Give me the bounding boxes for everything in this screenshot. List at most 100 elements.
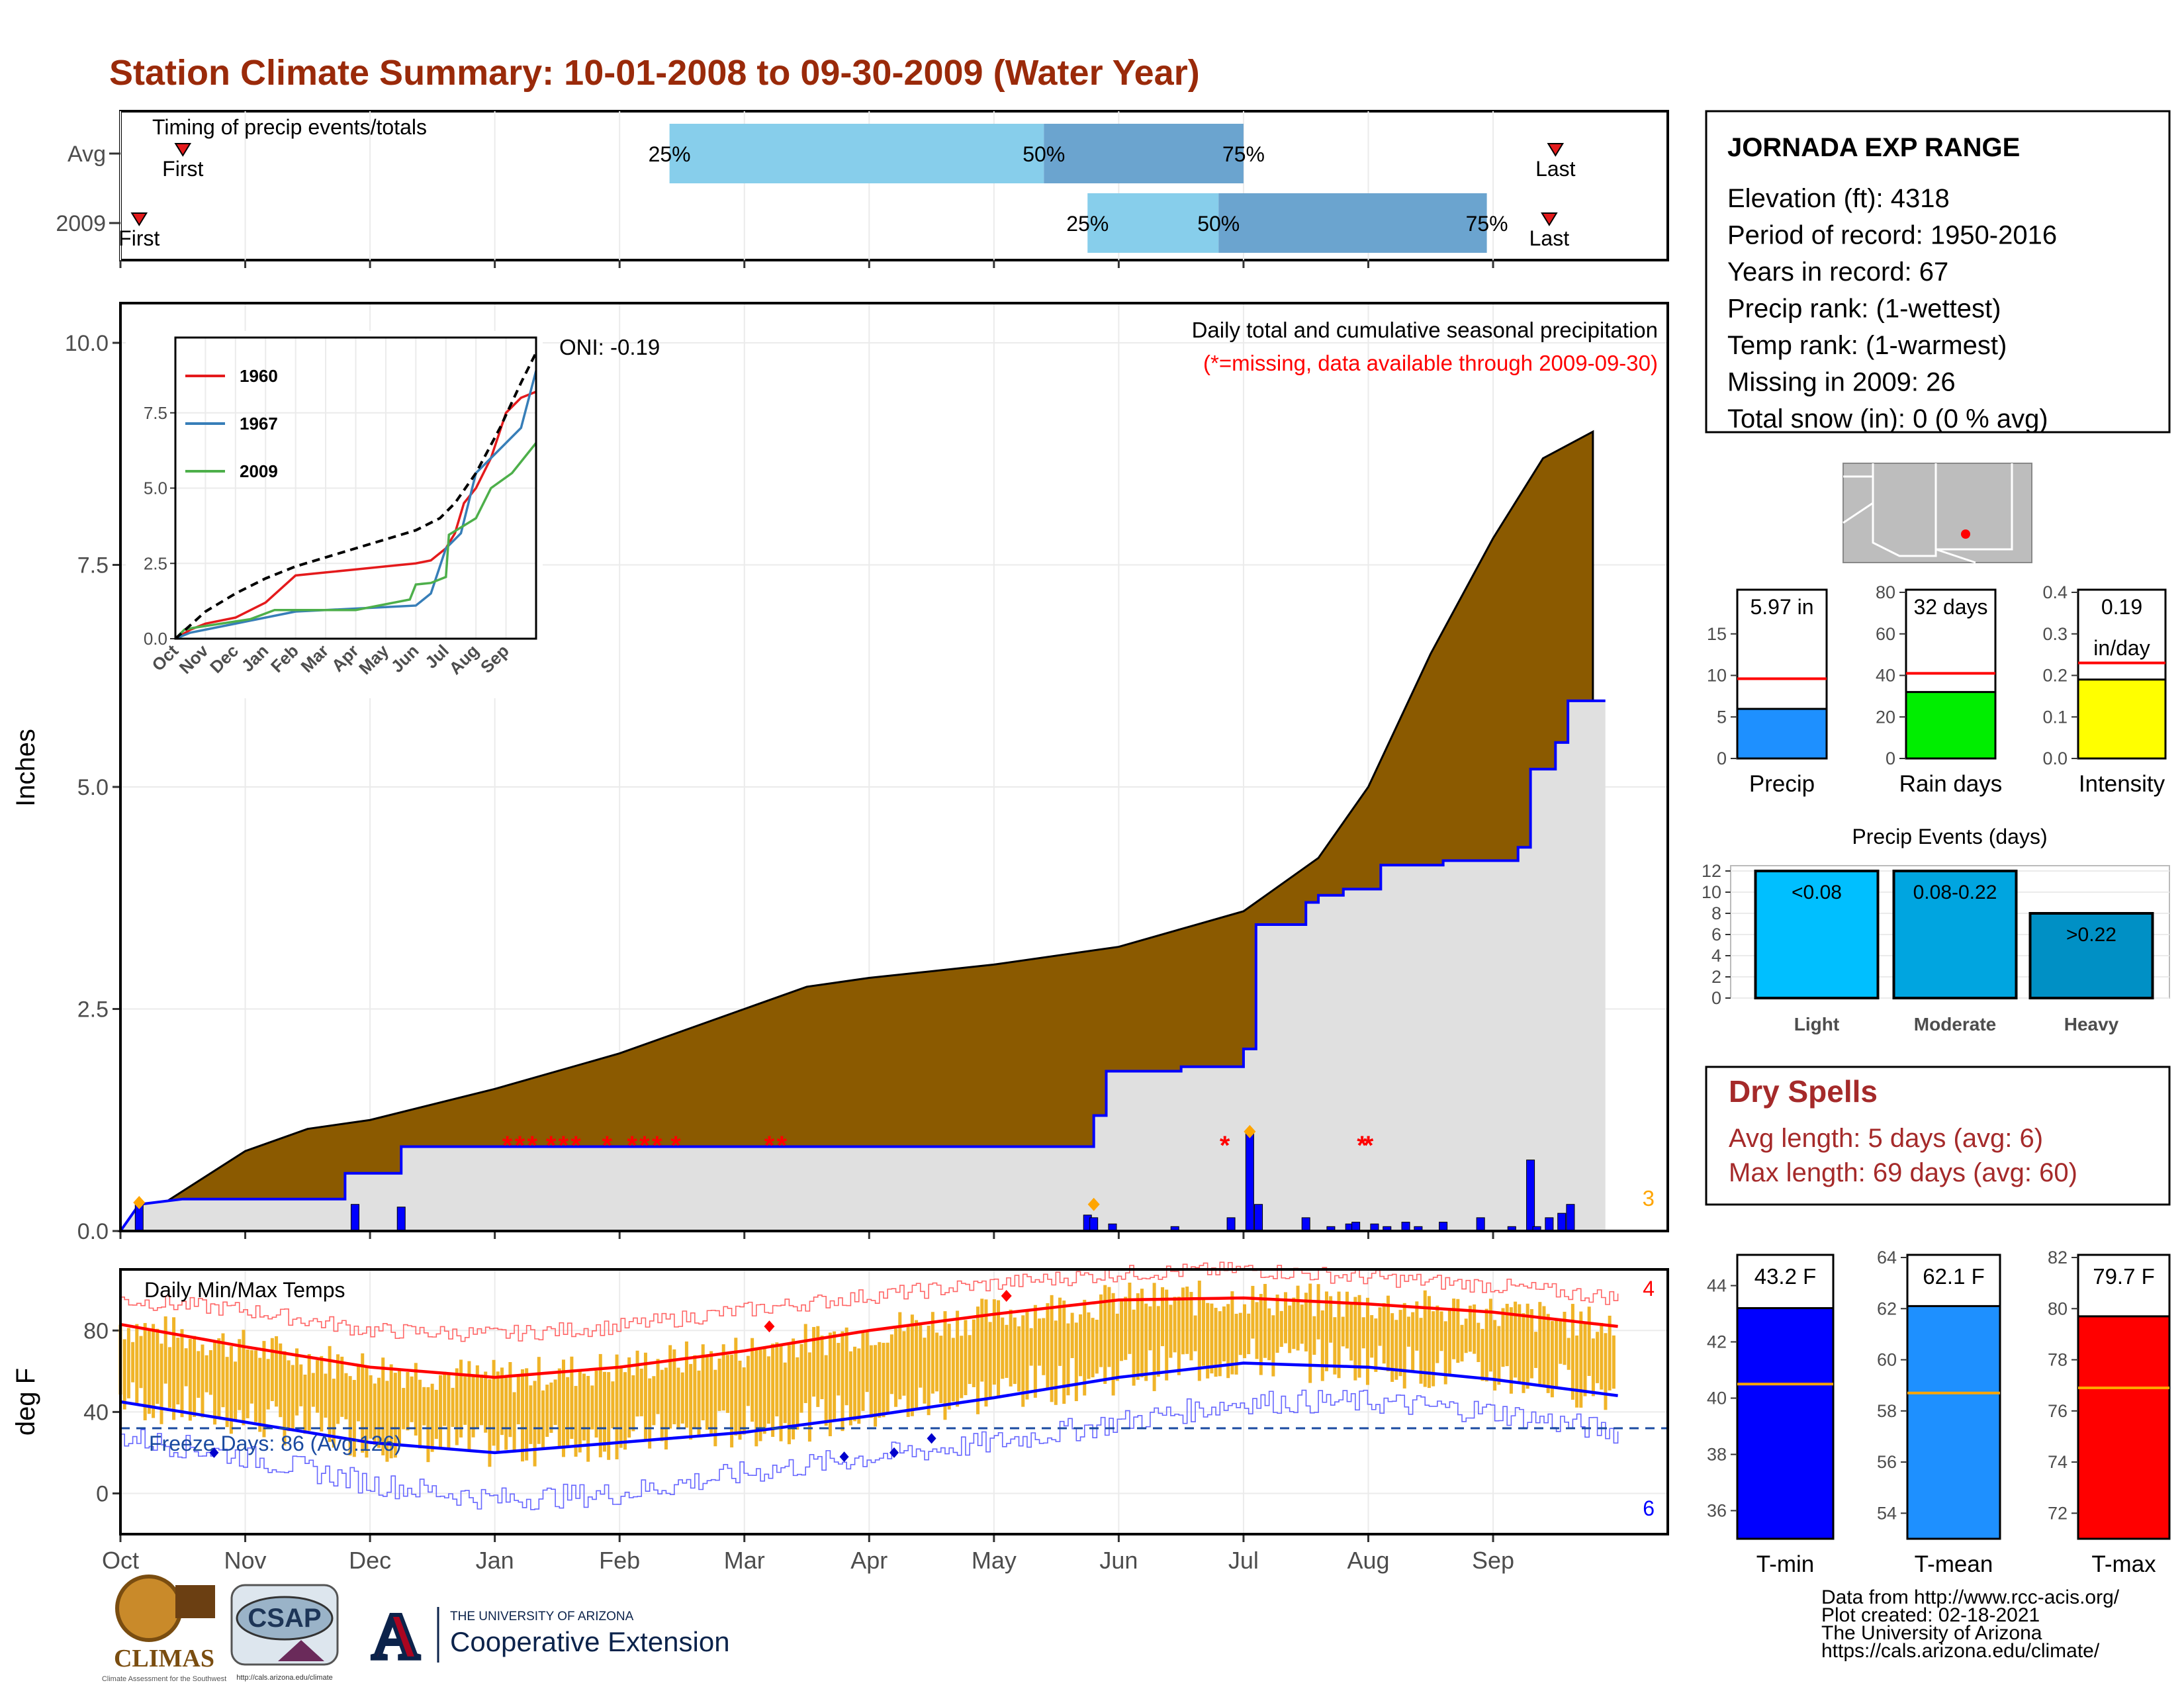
temp-daily-bar	[701, 1344, 705, 1421]
timing-bar-25-50	[669, 124, 1044, 183]
event-bar	[1754, 870, 1880, 999]
inset-legend-label: 2009	[240, 461, 278, 481]
temp-daily-bar	[878, 1342, 882, 1418]
temp-daily-bar	[541, 1390, 545, 1449]
map-border	[1935, 548, 1976, 564]
temp-daily-bar	[1296, 1285, 1300, 1351]
temp-daily-bar	[1255, 1302, 1259, 1359]
temp-daily-bar	[1226, 1304, 1230, 1379]
temp-daily-bar	[841, 1331, 844, 1432]
missing-data-marker: *	[502, 1131, 513, 1160]
temp-daily-bar	[426, 1387, 430, 1463]
temp-daily-bar	[307, 1353, 311, 1431]
temp-daily-bar	[1062, 1301, 1066, 1404]
precip-ytick-label: 0.0	[77, 1219, 109, 1244]
temp-daily-bar	[266, 1359, 270, 1410]
mini-ytick-label: 0	[1886, 749, 1895, 768]
events-title: Precip Events (days)	[1852, 825, 2047, 848]
station-detail-line: Total snow (in): 0 (0 % avg)	[1727, 404, 2048, 434]
temp-month-label: Jul	[1228, 1547, 1259, 1574]
temp-daily-bar	[796, 1357, 799, 1430]
temp-daily-bar	[1534, 1332, 1538, 1368]
temp-daily-bar	[430, 1383, 434, 1452]
inset-series-line	[175, 390, 537, 640]
events-ytick-label: 10	[1702, 882, 1721, 902]
temp-frame	[119, 1268, 1669, 1535]
temp-daily-bar	[1349, 1304, 1353, 1361]
missing-data-marker: *	[1363, 1131, 1374, 1160]
temp-daily-bar	[910, 1314, 914, 1416]
temp-daily-bar	[766, 1356, 770, 1424]
temp-daily-bar	[898, 1312, 902, 1400]
temp-daily-bar	[812, 1327, 816, 1397]
temp-daily-bar	[1423, 1290, 1427, 1387]
timing-last-marker	[1547, 143, 1565, 157]
temp-daily-bar	[1329, 1296, 1333, 1343]
temp-daily-bar	[369, 1375, 373, 1439]
temp-daily-bar	[126, 1328, 130, 1398]
temp-daily-bar	[1386, 1295, 1390, 1371]
temp-daily-bar	[537, 1357, 541, 1444]
temp-daily-bar	[1070, 1312, 1074, 1359]
temp-ylabel: deg F	[11, 1368, 40, 1436]
precip-ytick-label: 10.0	[65, 331, 109, 356]
temp-month-label: Oct	[102, 1547, 139, 1574]
temp-daily-bar	[1238, 1312, 1242, 1355]
temp-daily-bar	[1398, 1310, 1402, 1377]
precip-daily-bar	[1089, 1217, 1099, 1232]
station-detail-line: Period of record: 1950-2016	[1727, 221, 2057, 250]
footer-text-line: The University of Arizona	[1821, 1622, 2042, 1644]
temp-daily-bar	[340, 1356, 344, 1417]
temp-daily-bar	[623, 1372, 627, 1450]
mini-ytick-label: 58	[1877, 1401, 1897, 1421]
temp-daily-bar	[919, 1325, 923, 1388]
mini-bar	[1905, 691, 1997, 760]
temp-daily-bar	[471, 1375, 475, 1438]
mini-ytick-label: 0.4	[2042, 582, 2068, 602]
temp-daily-bar	[931, 1312, 934, 1394]
temp-daily-bar	[373, 1383, 377, 1445]
temp-daily-bar	[262, 1341, 266, 1438]
mini-title: T-max	[2091, 1551, 2156, 1577]
inset-ytick-label: 2.5	[144, 553, 167, 573]
station-box	[1705, 110, 2171, 434]
temp-daily-bar	[1464, 1318, 1468, 1353]
temp-daily-bar	[122, 1339, 126, 1410]
mini-ytick-label: 10	[1707, 666, 1727, 686]
temp-daily-bar	[833, 1331, 837, 1422]
mini-title: T-min	[1756, 1551, 1815, 1577]
precip-daily-bar	[350, 1204, 359, 1232]
temp-daily-bar	[1120, 1299, 1124, 1361]
precip-daily-bar	[1245, 1132, 1254, 1232]
mini-ytick-label: 80	[1876, 582, 1895, 602]
temp-daily-bar	[1378, 1307, 1382, 1346]
temp-daily-bar	[1542, 1306, 1546, 1385]
temp-daily-bar	[1144, 1303, 1148, 1381]
temp-daily-bar	[1218, 1311, 1222, 1377]
map-bg	[1843, 463, 2032, 563]
inset-legend-label: 1960	[240, 366, 278, 386]
precip-daily-bar	[396, 1207, 406, 1232]
mini-ytick-label: 64	[1877, 1248, 1897, 1267]
temp-daily-bar	[742, 1367, 746, 1435]
temp-daily-bar	[590, 1385, 594, 1430]
timing-first-marker	[130, 212, 148, 226]
timing-pct-label: 50%	[1197, 212, 1240, 236]
temp-daily-bar	[956, 1310, 960, 1407]
temp-daily-bar	[1025, 1309, 1029, 1400]
temp-daily-bar	[1477, 1322, 1480, 1362]
temp-daily-bar	[479, 1374, 483, 1426]
csap-mountain-icon	[278, 1640, 324, 1661]
mini-ytick-label: 0.2	[2042, 666, 2068, 686]
temp-daily-bar	[1439, 1311, 1443, 1351]
temp-daily-bar	[1095, 1319, 1099, 1374]
temp-daily-bar	[402, 1388, 406, 1430]
mini-title: Precip	[1749, 771, 1815, 797]
temp-daily-bar	[1197, 1280, 1201, 1381]
temp-daily-bar	[291, 1365, 295, 1430]
mini-value-label-2: in/day	[2093, 636, 2150, 660]
mini-bar	[2077, 678, 2167, 760]
station-detail-line: Elevation (ft): 4318	[1727, 184, 1950, 213]
temp-daily-bar	[709, 1351, 713, 1436]
dry-max-length: Max length: 69 days (avg: 60)	[1729, 1158, 2077, 1187]
